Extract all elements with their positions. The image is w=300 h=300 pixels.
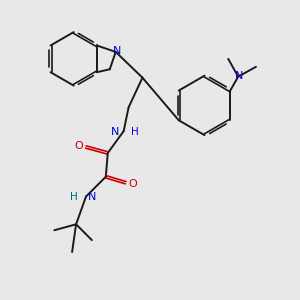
Text: N: N: [235, 71, 243, 81]
Text: N: N: [111, 127, 120, 137]
Text: H: H: [70, 192, 78, 202]
Text: N: N: [112, 46, 121, 56]
Text: N: N: [88, 192, 96, 202]
Text: O: O: [75, 141, 83, 151]
Text: O: O: [128, 179, 137, 189]
Text: H: H: [130, 127, 138, 137]
